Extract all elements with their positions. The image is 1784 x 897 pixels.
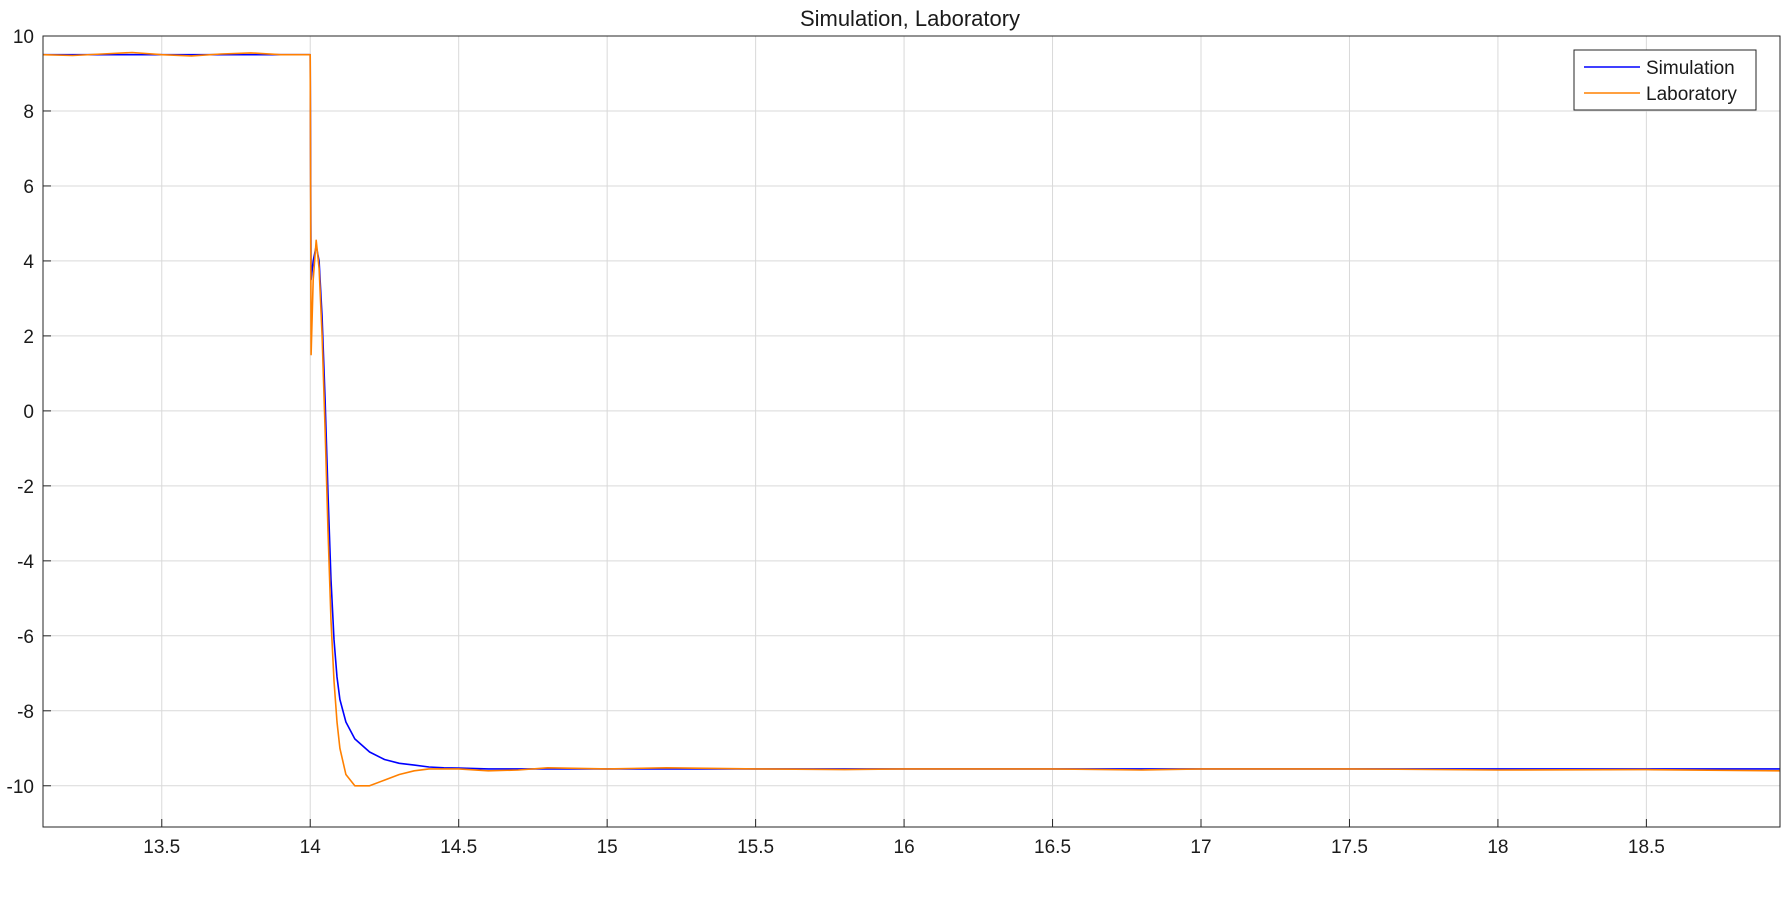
series-lines	[42, 51, 1781, 787]
chart-title: Simulation, Laboratory	[800, 6, 1020, 31]
legend-label-laboratory: Laboratory	[1646, 84, 1737, 105]
grid-lines	[43, 35, 1780, 827]
y-tick-label: -10	[7, 777, 34, 798]
x-tick-label: 16.5	[1034, 837, 1071, 858]
y-tick-label: -4	[17, 552, 34, 573]
x-tick-label: 17	[1190, 837, 1211, 858]
x-tick-label: 17.5	[1331, 837, 1368, 858]
y-tick-label: 10	[13, 27, 34, 48]
y-tick-label: -2	[17, 477, 34, 498]
plot-area-frame	[42, 35, 1781, 828]
y-tick-label: 0	[23, 402, 34, 423]
x-tick-label: 15.5	[737, 837, 774, 858]
y-tick-label: -8	[17, 702, 34, 723]
legend-label-simulation: Simulation	[1646, 58, 1735, 79]
x-tick-label: 18.5	[1628, 837, 1665, 858]
legend: Simulation Laboratory	[1573, 49, 1757, 111]
axis-ticks: 13.5 14 14.5 15 15.5 16 16.5 17 17.5 18 18.5 10 8 6 4 2…	[7, 27, 1665, 858]
series-line-simulation	[43, 53, 1780, 770]
y-tick-label: -6	[17, 627, 34, 648]
y-tick-label: 6	[23, 177, 34, 198]
y-tick-label: 4	[23, 252, 34, 273]
x-tick-label: 15	[597, 837, 618, 858]
x-tick-label: 14	[300, 837, 322, 858]
x-tick-label: 13.5	[143, 837, 180, 858]
x-tick-label: 18	[1487, 837, 1508, 858]
x-tick-label: 16	[894, 837, 915, 858]
x-tick-label: 14.5	[440, 837, 477, 858]
y-tick-label: 2	[23, 327, 34, 348]
legend-box	[1573, 49, 1757, 111]
y-tick-label: 8	[23, 102, 34, 123]
series-line-laboratory	[42, 51, 1781, 787]
